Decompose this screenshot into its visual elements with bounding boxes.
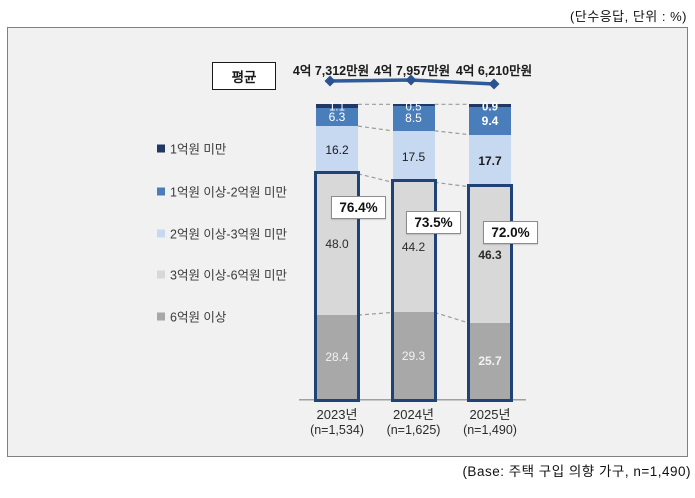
x-axis-label: 2024년 (n=1,625) [386,407,441,438]
bar-segment [392,182,435,313]
legend-label: 3억원 이상-6억원 미만 [170,268,288,283]
legend-swatch-icon [157,187,165,195]
bar-segment [469,134,511,187]
bar-segment [469,106,511,135]
x-axis-label: 2023년 (n=1,534) [310,407,364,438]
callout-badge: 72.0% [483,221,538,244]
units-note: (단수응답, 단위 : %) [569,9,687,24]
legend-swatch-icon [157,312,165,320]
dashed-connector [357,311,393,316]
segment-value-label: 25.7 [478,353,502,368]
bar-segment [469,104,511,107]
bar-segment [392,105,435,131]
legend-label: 6억원 이상 [170,310,227,325]
segment-value-label: 0.9 [482,101,498,114]
legend-item: 6억원 이상 [157,307,226,326]
segment-value-label: 48.0 [325,237,349,252]
x-axis-year: 2023년 [316,407,358,422]
segment-value-label: 17.7 [478,153,502,168]
bar-segment [316,104,358,108]
x-axis-year: 2025년 [469,407,511,422]
bar-segment [469,323,511,399]
segment-value-label: 29.3 [401,348,426,363]
average-value-label: 4억 7,312만원 [292,64,370,78]
dashed-connector [357,125,393,132]
chart-panel: 평균 1.1 6.3 16.2 48.0 28.4 76.4% 2023년 (n=1,534)… [7,27,688,457]
diamond-marker-icon [488,78,500,90]
x-axis-label: 2025년 (n=1,490) [463,407,517,438]
legend-item: 2억원 이상-3억원 미만 [157,224,287,243]
legend-item: 3억원 이상-6억원 미만 [157,265,287,284]
segment-value-label: 17.5 [401,149,426,164]
dashed-connector [434,130,470,136]
legend-label: 2억원 이상-3억원 미만 [170,227,288,242]
segment-value-label: 9.4 [481,113,499,128]
bar-segment [392,130,435,183]
bar-segment [469,186,511,324]
x-axis-n-note: (n=1,490) [463,422,517,437]
legend-label: 1억원 이상-2억원 미만 [170,185,288,200]
legend-label: 1억원 미만 [170,142,227,157]
highlight-group-border [467,183,513,402]
segment-value-label: 46.3 [478,247,502,262]
segment-value-label: 0.5 [405,101,422,114]
segment-value-label: 6.3 [328,109,346,124]
bar-segment [316,107,358,127]
dashed-connector [434,181,470,188]
bar-segment [316,315,358,399]
base-note: (Base: 주택 구입 의향 가구, n=1,490) [462,464,691,479]
segment-value-label: 1.1 [329,101,345,114]
average-label-box: 평균 [212,62,276,90]
legend-swatch-icon [157,144,165,152]
callout-badge: 76.4% [331,196,386,219]
average-trend-line [329,78,495,86]
segment-value-label: 8.5 [405,111,422,126]
bar-segment [316,126,358,174]
legend-item: 1억원 미만 [157,139,226,158]
bar-segment [392,104,435,106]
legend-swatch-icon [157,270,165,278]
segment-value-label: 16.2 [325,142,349,157]
dashed-connector [357,173,393,183]
x-axis-n-note: (n=1,534) [310,422,364,437]
x-axis-year: 2024년 [393,407,434,422]
x-axis-n-note: (n=1,625) [386,422,441,437]
legend-item: 1억원 이상-2억원 미만 [157,182,287,201]
dashed-connector [434,311,470,324]
legend-swatch-icon [157,229,165,237]
segment-value-label: 44.2 [401,240,426,255]
average-value-label: 4억 7,957만원 [373,64,451,78]
average-value-label: 4억 6,210만원 [455,64,533,78]
bar-segment [392,312,435,399]
segment-value-label: 28.4 [325,349,349,364]
callout-badge: 73.5% [406,211,461,234]
